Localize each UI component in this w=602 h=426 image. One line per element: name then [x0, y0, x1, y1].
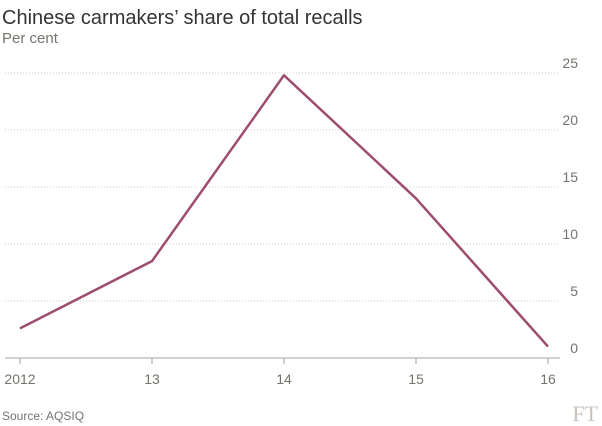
x-tick-label: 15: [408, 371, 424, 387]
chart-title: Chinese carmakers’ share of total recall…: [2, 7, 363, 29]
data-line: [19, 74, 549, 348]
x-tick-label: 2012: [4, 371, 35, 387]
x-tick-label: 13: [144, 371, 160, 387]
y-tick-label: 5: [570, 283, 578, 299]
logo: FT: [572, 401, 598, 426]
y-tick-label: 10: [562, 226, 578, 242]
y-tick-label: 0: [570, 340, 578, 356]
x-tick-label: 14: [276, 371, 292, 387]
y-tick-label: 20: [562, 112, 578, 128]
chart-subtitle: Per cent: [2, 30, 59, 47]
source: Source: AQSIQ: [2, 409, 84, 423]
y-tick-label: 15: [562, 169, 578, 185]
x-tick-label: 16: [540, 371, 556, 387]
y-tick-label: 25: [562, 55, 578, 71]
